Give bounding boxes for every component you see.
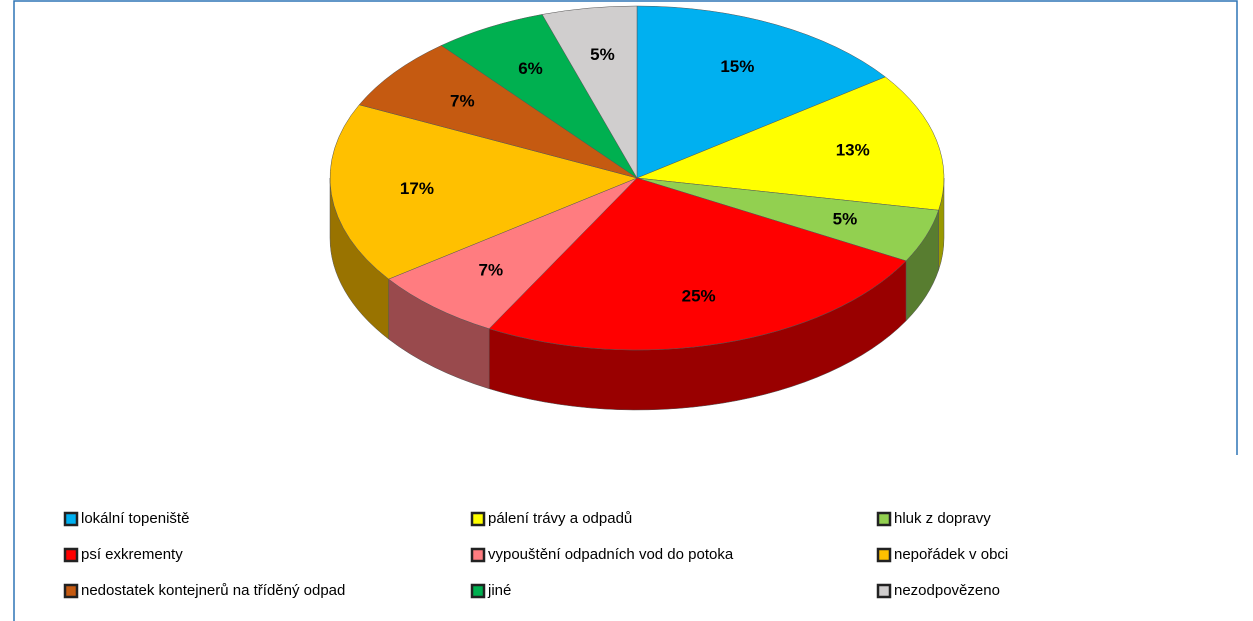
legend-label: lokální topeniště [81,510,189,527]
data-label: 25% [682,286,716,305]
data-label: 17% [400,179,434,198]
legend-label: pálení trávy a odpadů [488,510,632,527]
legend-swatch [63,583,79,599]
slice [329,104,638,280]
legend-label: hluk z dopravy [894,510,991,527]
legend-swatch [876,547,892,563]
slice [388,177,638,330]
legend-swatch [63,547,79,563]
legend-label: nedostatek kontejnerů na tříděný odpad [81,582,345,599]
data-label: 7% [479,260,504,279]
legend-label: nezodpovězeno [894,582,1000,599]
legend-swatch [876,511,892,527]
slice [636,5,886,179]
slice [358,45,638,179]
chart-border [13,0,1238,621]
slice [636,76,945,211]
legend-label: psí exkrementy [81,546,183,563]
legend-swatch [470,583,486,599]
slice [488,177,907,351]
legend-swatch [876,583,892,599]
data-label: 15% [720,57,754,76]
legend-label: jiné [487,582,511,599]
legend-swatch [470,511,486,527]
legend-swatch [63,511,79,527]
data-label: 13% [836,140,870,159]
data-label: 7% [450,92,475,111]
slice [541,5,638,179]
legend-label: nepořádek v obci [894,546,1008,563]
legend-label: vypouštění odpadních vod do potoka [488,546,734,563]
data-label: 5% [833,209,858,228]
data-label: 5% [590,45,615,64]
legend-swatch [470,547,486,563]
data-label: 6% [518,59,543,78]
